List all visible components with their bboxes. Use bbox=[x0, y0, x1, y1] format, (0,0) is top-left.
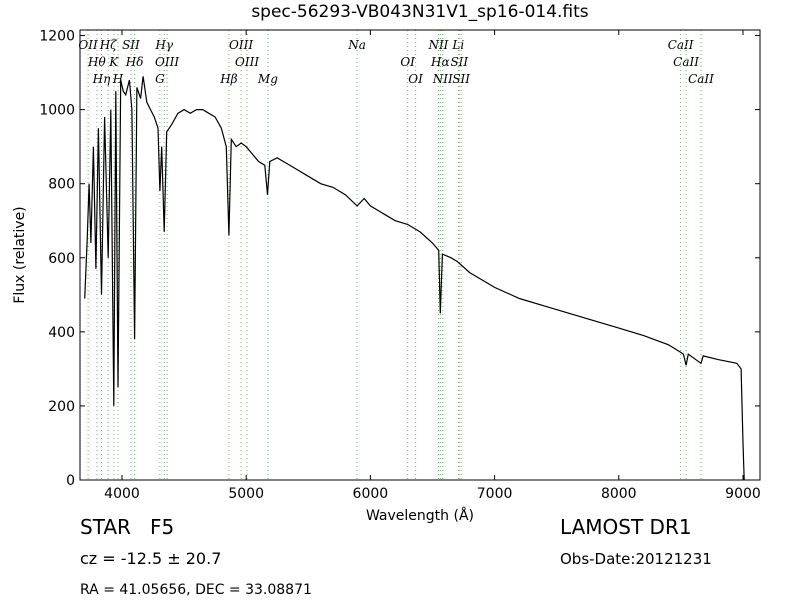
x-tick-label: 6000 bbox=[353, 486, 389, 502]
spectral-line-label: Na bbox=[347, 38, 366, 52]
chart-title: spec-56293-VB043N31V1_sp16-014.fits bbox=[251, 2, 588, 22]
x-tick-label: 4000 bbox=[104, 486, 140, 502]
spectral-line-label: NII bbox=[432, 72, 453, 86]
spectral-line-label: OI bbox=[408, 72, 423, 86]
x-axis-label: Wavelength (Å) bbox=[366, 507, 474, 524]
spectral-line-label: SII bbox=[452, 72, 470, 86]
coordinates: RA = 41.05656, DEC = 33.08871 bbox=[80, 582, 312, 598]
obs-date: Obs-Date:20121231 bbox=[560, 550, 712, 568]
spectral-line-label: Hθ bbox=[87, 55, 106, 69]
spectral-line-label: CaII bbox=[668, 38, 694, 52]
spectral-line-label: Hη bbox=[92, 72, 111, 86]
y-tick-label: 800 bbox=[48, 177, 75, 193]
spectral-line-label: Hζ bbox=[99, 38, 118, 52]
y-tick-label: 400 bbox=[48, 325, 75, 341]
y-tick-label: 0 bbox=[66, 473, 75, 489]
spectral-line-label: Li bbox=[451, 38, 464, 52]
y-tick-label: 200 bbox=[48, 399, 75, 415]
survey: LAMOST DR1 bbox=[560, 515, 692, 539]
y-tick-label: 600 bbox=[48, 251, 75, 267]
spectral-line-label: OII bbox=[78, 38, 98, 52]
spectral-line-label: Hβ bbox=[219, 72, 237, 86]
spectral-line-label: Hδ bbox=[125, 55, 144, 69]
spectral-line-label: OI bbox=[400, 55, 415, 69]
spectral-line-label: Hα bbox=[430, 55, 450, 69]
spectral-line-label: OIII bbox=[229, 38, 253, 52]
x-tick-label: 9000 bbox=[725, 486, 761, 502]
spectral-line-label: OIII bbox=[155, 55, 179, 69]
spectrum-line bbox=[84, 76, 745, 481]
spectral-line-label: Mg bbox=[257, 72, 278, 86]
object-class: STAR F5 bbox=[80, 515, 174, 539]
x-tick-label: 8000 bbox=[601, 486, 637, 502]
y-axis-label: Flux (relative) bbox=[12, 206, 28, 303]
spectral-line-label: CaII bbox=[673, 55, 699, 69]
y-tick-label: 1200 bbox=[39, 29, 75, 45]
spectral-line-label: OIII bbox=[235, 55, 259, 69]
spectral-line-label: G bbox=[155, 72, 165, 86]
spectral-line-label: NII bbox=[427, 38, 448, 52]
spectral-line-label: CaII bbox=[688, 72, 714, 86]
plot-frame bbox=[79, 29, 761, 481]
x-tick-label: 5000 bbox=[228, 486, 264, 502]
x-tick-label: 7000 bbox=[477, 486, 513, 502]
redshift: cz = -12.5 ± 20.7 bbox=[80, 549, 221, 568]
y-tick-label: 1000 bbox=[39, 103, 75, 119]
spectral-line-label: SII bbox=[122, 38, 140, 52]
spectral-line-label: K bbox=[108, 55, 119, 69]
spectral-line-label: SII bbox=[450, 55, 468, 69]
spectral-line-label: Hγ bbox=[154, 38, 173, 52]
